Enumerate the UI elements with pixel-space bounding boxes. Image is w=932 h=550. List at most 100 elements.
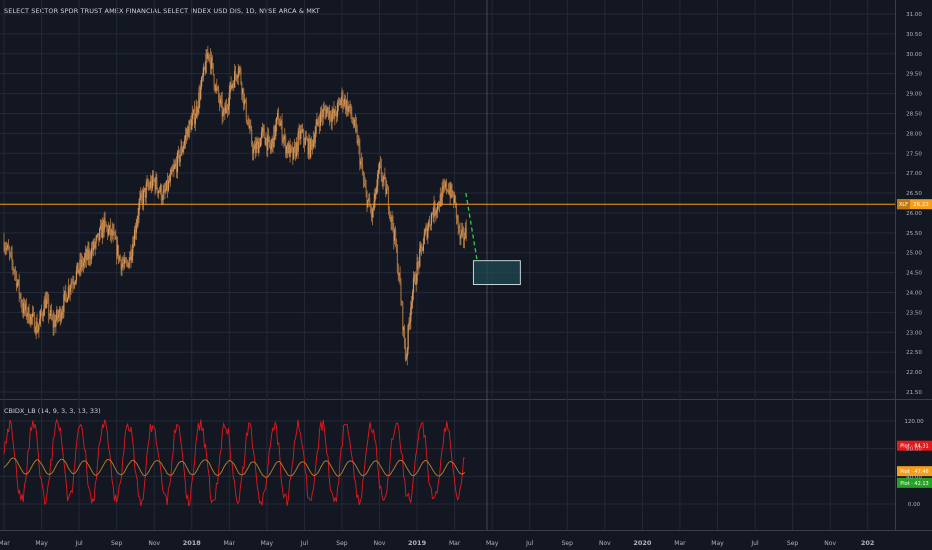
- candle-body: [313, 139, 315, 144]
- candle-body: [296, 142, 298, 152]
- candle-body: [269, 144, 272, 150]
- candle-body: [354, 119, 356, 125]
- candle-body: [129, 251, 131, 261]
- x-tick-label: Sep: [562, 540, 574, 547]
- candle-body: [107, 227, 109, 235]
- candle-body: [352, 123, 355, 126]
- candle-body: [422, 244, 424, 251]
- y-tick-label: 28.00: [906, 131, 922, 137]
- candle-body: [78, 270, 80, 274]
- candle-body: [171, 169, 173, 172]
- candle-body: [164, 189, 166, 192]
- candle-body: [133, 229, 136, 247]
- candle-body: [152, 175, 154, 181]
- candle-body: [83, 258, 86, 263]
- price-pane[interactable]: XLF 26.22: [0, 45, 932, 366]
- candle-body: [23, 302, 26, 311]
- candle-body: [327, 107, 329, 110]
- candle-body: [332, 109, 334, 115]
- candle-body: [231, 85, 233, 89]
- candle-body: [342, 92, 344, 106]
- candle-body: [398, 272, 400, 276]
- candle-body: [459, 226, 461, 239]
- candle-body: [57, 310, 59, 318]
- candle-body: [350, 104, 352, 115]
- candle-body: [275, 124, 277, 137]
- candle-body: [5, 248, 7, 250]
- candle-body: [173, 167, 175, 170]
- candle-body: [163, 189, 165, 192]
- x-tick-label: Jul: [750, 540, 759, 547]
- candle-body: [167, 180, 170, 191]
- candle-body: [145, 184, 147, 198]
- x-tick-label: Sep: [787, 540, 799, 547]
- candle-body: [299, 131, 301, 139]
- osc-value-label: Plot · 47.46: [900, 469, 929, 475]
- candle-body: [57, 314, 60, 318]
- candle-body: [225, 105, 227, 114]
- candle-body: [251, 144, 254, 154]
- candle-body: [325, 110, 327, 117]
- osc-value-label: Plot · 42.13: [900, 481, 929, 487]
- candle-body: [219, 98, 221, 104]
- candle-body: [100, 225, 103, 238]
- candle-body: [29, 322, 31, 324]
- candle-body: [110, 229, 112, 236]
- candle-body: [324, 108, 326, 111]
- candle-body: [304, 137, 306, 145]
- oscillator-pane[interactable]: Plot · 84.31 Plot · 47.46 Plot · 42.13: [3, 418, 932, 507]
- candle-body: [161, 200, 163, 201]
- candle-body: [268, 137, 271, 145]
- candle-body: [438, 206, 441, 207]
- candle-body: [307, 140, 309, 155]
- candle-body: [294, 146, 297, 157]
- candle-body: [336, 115, 338, 117]
- candle-body: [116, 244, 119, 257]
- candle-body: [407, 325, 409, 350]
- candle-body: [89, 250, 91, 259]
- candle-body: [462, 229, 464, 231]
- candle-body: [31, 314, 33, 318]
- candle-body: [95, 237, 97, 244]
- candle-body: [260, 138, 262, 147]
- candle-body: [394, 229, 396, 241]
- candle-body: [428, 221, 430, 229]
- candle-body: [413, 274, 415, 279]
- candle-body: [210, 57, 213, 69]
- candle-body: [260, 131, 263, 139]
- candle-body: [98, 233, 100, 241]
- candle-body: [12, 262, 14, 269]
- candle-body: [18, 279, 20, 295]
- candle-body: [326, 109, 328, 117]
- y-tick-label: 23.00: [906, 330, 922, 336]
- candle-body: [217, 88, 220, 98]
- candle-body: [250, 125, 252, 130]
- candle-body: [357, 140, 359, 143]
- candle-body: [348, 105, 350, 108]
- candle-body: [48, 315, 51, 317]
- candle-body: [148, 186, 150, 187]
- candle-body: [405, 356, 407, 360]
- candle-body: [216, 85, 218, 89]
- candle-body: [271, 138, 273, 145]
- candle-body: [424, 230, 426, 235]
- candle-body: [6, 245, 9, 248]
- candle-body: [272, 138, 274, 148]
- candle-body: [167, 180, 169, 191]
- candle-body: [315, 125, 317, 135]
- candle-body: [386, 188, 389, 190]
- candle-body: [42, 315, 44, 317]
- price-tag-symbol-bg: [897, 199, 910, 210]
- candle-body: [337, 101, 339, 103]
- candle-body: [270, 144, 272, 150]
- candle-body: [56, 310, 58, 320]
- candle-body: [454, 195, 456, 204]
- candle-body: [351, 114, 353, 120]
- candle-body: [355, 124, 357, 129]
- candle-body: [227, 106, 230, 110]
- x-tick-label: Nov: [824, 540, 836, 547]
- candle-body: [108, 225, 111, 230]
- candle-body: [340, 100, 342, 106]
- target-zone-box[interactable]: [472, 260, 521, 286]
